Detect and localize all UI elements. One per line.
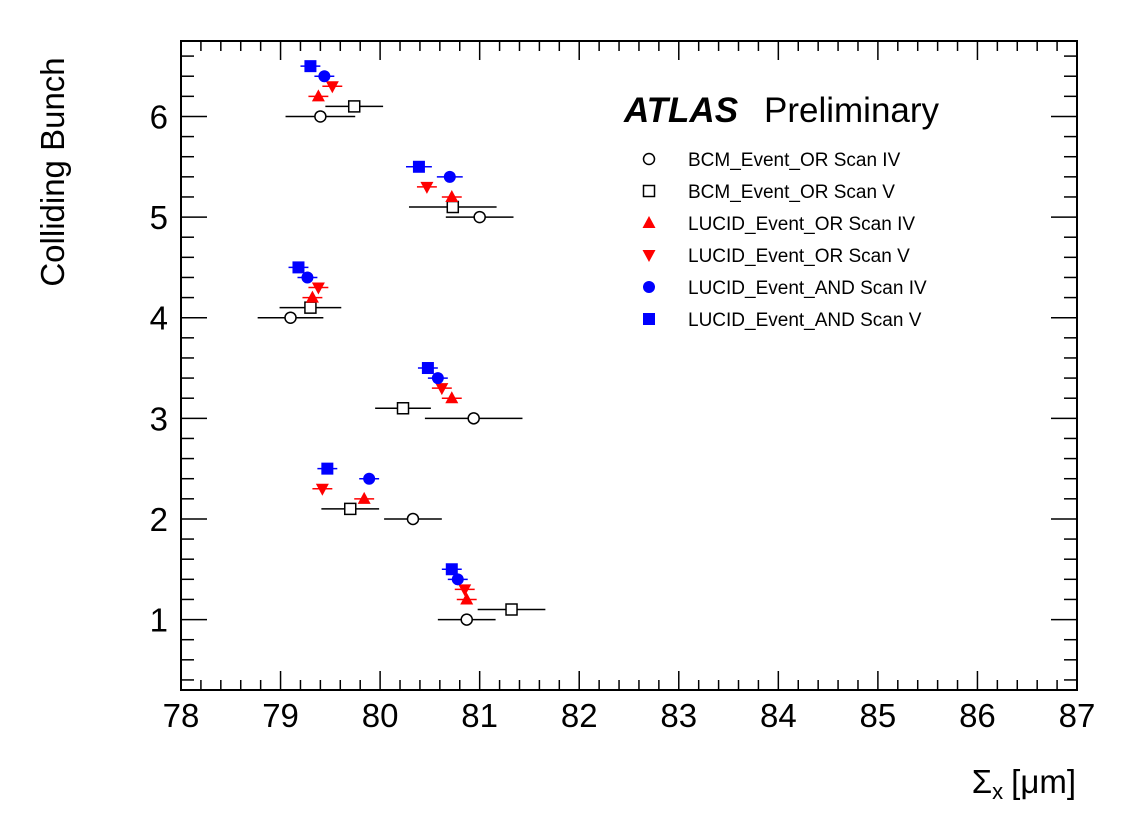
data-point bbox=[321, 462, 334, 475]
data-point bbox=[406, 512, 420, 526]
x-tick-label: 78 bbox=[163, 697, 200, 734]
legend: BCM_Event_OR Scan IV BCM_Event_OR Scan V L… bbox=[642, 150, 927, 331]
data-point bbox=[445, 189, 459, 202]
legend-label: LUCID_Event_OR Scan IV bbox=[688, 214, 915, 235]
legend-label: BCM_Event_OR Scan IV bbox=[688, 150, 901, 171]
data-point bbox=[435, 383, 449, 396]
legend-label: LUCID_Event_AND Scan V bbox=[688, 310, 922, 331]
x-tick-label: 84 bbox=[760, 697, 797, 734]
x-tick-label: 81 bbox=[461, 697, 498, 734]
axis-ticks bbox=[180, 41, 1078, 690]
data-point bbox=[473, 210, 486, 224]
data-point bbox=[443, 170, 456, 183]
data-point bbox=[292, 261, 305, 274]
series-lucid-event-and-scan-iv bbox=[297, 70, 468, 586]
data-point bbox=[357, 491, 371, 504]
data-point bbox=[505, 603, 518, 616]
preliminary-label: Preliminary bbox=[764, 91, 940, 130]
legend-marker bbox=[642, 250, 656, 262]
legend-marker bbox=[643, 281, 655, 293]
data-point bbox=[363, 472, 376, 485]
data-point bbox=[325, 81, 339, 94]
x-tick-label: 79 bbox=[262, 697, 299, 734]
series-bcm-event-or-scan-v bbox=[279, 100, 546, 616]
data-point bbox=[343, 502, 357, 516]
data-point bbox=[445, 563, 458, 576]
legend-marker bbox=[642, 216, 656, 228]
data-point bbox=[314, 110, 327, 123]
y-tick-label: 4 bbox=[150, 300, 168, 337]
y-tick-label: 6 bbox=[150, 98, 168, 135]
data-point bbox=[467, 412, 480, 425]
x-axis-title-unit: [μm] bbox=[1011, 763, 1076, 800]
x-tick-label: 85 bbox=[860, 697, 897, 734]
x-tick-label: 82 bbox=[561, 697, 598, 734]
legend-label: LUCID_Event_OR Scan V bbox=[688, 246, 910, 267]
data-point bbox=[412, 160, 425, 173]
data-point bbox=[284, 311, 297, 324]
series-lucid-event-and-scan-v bbox=[288, 60, 462, 576]
y-tick-label: 1 bbox=[150, 602, 168, 639]
data-marks bbox=[257, 60, 546, 626]
legend-marker bbox=[642, 184, 656, 198]
data-point bbox=[445, 391, 459, 404]
x-axis-title-symbol: Σ bbox=[972, 763, 992, 800]
x-tick-label: 80 bbox=[362, 697, 399, 734]
plot-frame bbox=[180, 40, 1078, 691]
x-axis-title-subscript: x bbox=[992, 779, 1003, 804]
y-tick-label: 5 bbox=[150, 199, 168, 236]
data-point bbox=[420, 181, 434, 194]
data-point bbox=[311, 282, 325, 295]
data-point bbox=[304, 60, 317, 73]
y-axis-title: Colliding Bunch bbox=[34, 57, 71, 286]
legend-marker bbox=[643, 313, 655, 325]
tick-labels: 78 79 80 81 82 83 84 85 86 87 1 2 3 4 5 6 bbox=[150, 98, 1096, 734]
legend-label: LUCID_Event_AND Scan IV bbox=[688, 278, 927, 299]
data-point bbox=[301, 271, 314, 284]
data-point bbox=[305, 290, 319, 303]
data-point bbox=[318, 70, 331, 83]
x-tick-label: 83 bbox=[660, 697, 697, 734]
data-point bbox=[460, 613, 473, 626]
data-point bbox=[396, 402, 410, 415]
atlas-label: ATLAS bbox=[623, 91, 738, 130]
x-axis-title: Σx [μm] bbox=[972, 763, 1076, 804]
data-point bbox=[446, 200, 460, 214]
y-tick-label: 2 bbox=[150, 501, 168, 538]
data-point bbox=[421, 362, 434, 375]
data-point bbox=[347, 100, 361, 113]
x-tick-label: 86 bbox=[959, 697, 996, 734]
x-tick-label: 87 bbox=[1059, 697, 1096, 734]
legend-marker bbox=[642, 152, 656, 166]
series-lucid-event-or-scan-v bbox=[308, 81, 475, 597]
series-lucid-event-or-scan-iv bbox=[302, 89, 477, 605]
y-tick-label: 3 bbox=[150, 400, 168, 437]
data-point bbox=[431, 372, 444, 385]
data-point bbox=[311, 89, 325, 102]
data-point bbox=[460, 592, 474, 605]
legend-label: BCM_Event_OR Scan V bbox=[688, 182, 895, 203]
series-bcm-event-or-scan-iv bbox=[257, 110, 523, 626]
data-point bbox=[304, 301, 317, 314]
data-point bbox=[451, 573, 464, 586]
data-point bbox=[458, 584, 472, 597]
data-point bbox=[315, 483, 329, 496]
